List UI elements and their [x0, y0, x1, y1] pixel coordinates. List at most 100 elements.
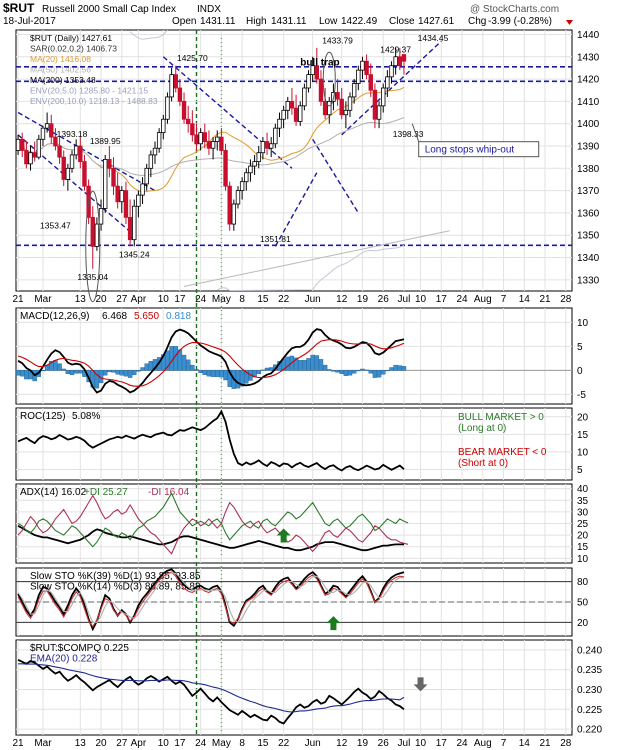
price-label: 1434.45: [418, 33, 449, 43]
candle-body: [61, 156, 66, 180]
candle-body: [123, 190, 129, 218]
candle-body: [244, 172, 249, 183]
y-tick-label: 10: [577, 318, 589, 329]
x-tick-label: May: [212, 738, 231, 749]
legend-entry: +DI 25.27: [84, 487, 128, 498]
candle-body: [57, 145, 62, 158]
panel-frame-roc: [15, 407, 573, 481]
candle-body: [148, 154, 154, 169]
legend-entry: 6.468: [102, 311, 127, 322]
candle-body: [318, 78, 324, 102]
candle-body: [156, 132, 162, 149]
annotation-box: [418, 141, 540, 158]
candle-body: [397, 56, 403, 67]
macd-histogram-bar: [368, 370, 373, 374]
candle-body: [190, 123, 195, 136]
macd-histogram-bar: [393, 364, 398, 371]
candle-body: [103, 158, 108, 209]
price-label: 1351.81: [260, 234, 291, 244]
legend-entry: Slow STO %K(39) %D(1) 93.85, 93.85: [30, 571, 201, 582]
series-line: [17, 409, 405, 472]
macd-histogram-bar: [360, 368, 365, 371]
legend-entry: $RUT:$COMPQ 0.225: [30, 643, 129, 654]
price-label: 1345.24: [119, 250, 150, 260]
candle-body: [401, 54, 407, 62]
y-tick-label: 50: [577, 598, 589, 609]
macd-histogram-bar: [385, 370, 390, 372]
x-tick-label: 10: [415, 738, 427, 749]
price-label: 1398.33: [393, 129, 424, 139]
y-tick-label: 30: [577, 507, 589, 518]
trend-line: [17, 111, 156, 192]
y-tick-label: 20: [577, 618, 589, 629]
macd-histogram-bar: [298, 360, 303, 371]
x-tick-label: Jun: [305, 738, 321, 749]
x-tick-label: 13: [75, 738, 87, 749]
candle-body: [107, 158, 112, 169]
price-label: 1429.37: [380, 44, 411, 54]
x-tick-label: 19: [357, 294, 369, 305]
y-tick-label: 10: [577, 554, 589, 565]
annotation-text: bull trap: [300, 58, 339, 69]
candle-body: [385, 76, 390, 89]
x-tick-label: Apr: [131, 738, 147, 749]
side-note: BULL MARKET > 0: [458, 412, 544, 423]
candle-body: [281, 109, 286, 120]
macd-histogram-bar: [331, 370, 336, 372]
x-tick-label: 24: [456, 738, 468, 749]
candle-body: [235, 190, 241, 205]
candle-body: [219, 136, 224, 151]
x-tick-label: 17: [174, 294, 186, 305]
x-tick-label: 24: [195, 294, 207, 305]
candle-body: [389, 65, 394, 78]
close-label: Close: [389, 16, 415, 27]
panel-frame-macd: [15, 307, 573, 405]
highlight-ellipse: [85, 190, 101, 303]
y-tick-label: 0.235: [577, 665, 602, 676]
legend-entry: MA(20) 1416.08: [30, 54, 91, 64]
candle-body: [364, 60, 369, 76]
x-tick-label: 26: [378, 294, 390, 305]
candle-body: [90, 216, 95, 247]
side-note: BEAR MARKET < 0: [458, 447, 547, 458]
candle-body: [132, 205, 137, 241]
macd-histogram-bar: [119, 370, 125, 376]
x-tick-label: 28: [560, 294, 572, 305]
candle-body: [248, 165, 253, 174]
macd-histogram-bar: [111, 370, 116, 373]
macd-histogram-bar: [376, 370, 382, 378]
candle-body: [310, 65, 315, 76]
macd-histogram-bar: [194, 369, 199, 371]
x-tick-label: 19: [357, 738, 369, 749]
series-line: [18, 663, 405, 713]
x-tick-label: Jun: [305, 294, 321, 305]
series-line: [17, 658, 405, 725]
candle-body: [28, 152, 33, 165]
candle-body: [36, 138, 42, 158]
candle-body: [53, 136, 58, 147]
candle-body: [223, 150, 228, 187]
macd-histogram-bar: [264, 367, 270, 371]
candle-body: [173, 74, 178, 89]
x-tick-label: 10: [158, 738, 170, 749]
macd-histogram-bar: [198, 370, 203, 373]
macd-histogram-bar: [136, 370, 141, 372]
macd-histogram-bar: [397, 365, 403, 371]
side-note: (Long at 0): [458, 423, 506, 434]
y-tick-label: 40: [577, 484, 589, 495]
candle-body: [32, 152, 37, 158]
candle-body: [181, 100, 187, 120]
candle-body: [94, 223, 100, 247]
series-line: [17, 525, 404, 552]
candle-body: [314, 65, 320, 80]
trend-line: [312, 138, 359, 214]
arrow-up-icon: [326, 616, 341, 631]
candle-body: [115, 185, 120, 203]
x-tick-label: 15: [257, 294, 269, 305]
legend-entry: ROC(125): [20, 411, 66, 422]
macd-histogram-bar: [173, 346, 178, 371]
candle-body: [252, 161, 257, 167]
macd-histogram-bar: [401, 366, 407, 371]
